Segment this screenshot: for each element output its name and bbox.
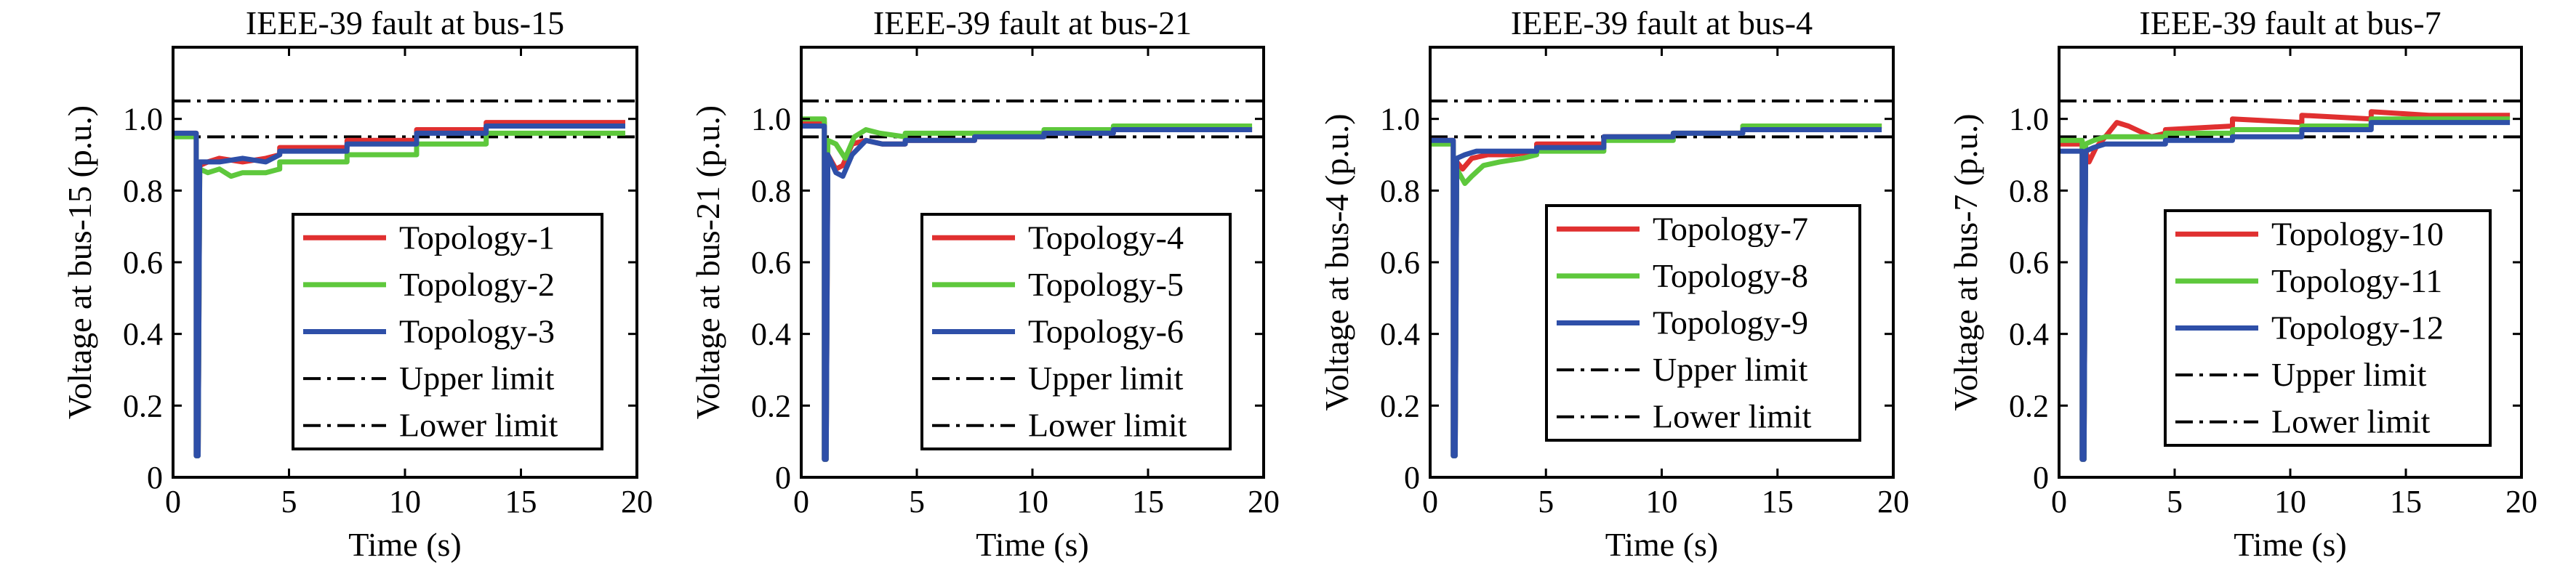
- x-tick-label: 15: [2390, 484, 2422, 519]
- x-tick-label: 10: [1646, 484, 1678, 519]
- y-tick-label: 0.8: [1380, 173, 1420, 208]
- x-tick-label: 20: [621, 484, 653, 519]
- chart-title: IEEE-39 fault at bus-15: [246, 4, 564, 41]
- x-tick-label: 5: [1538, 484, 1554, 519]
- legend: Topology-10 Topology-11 Topology-12 Upper l…: [2164, 209, 2492, 447]
- legend-label: Topology-4: [1028, 219, 1184, 256]
- x-tick-label: 20: [1877, 484, 1909, 519]
- x-tick-label: 5: [909, 484, 925, 519]
- y-tick-label: 0.2: [2009, 388, 2049, 424]
- legend-label: Topology-8: [1653, 257, 1808, 294]
- series-line-topology-9: [1430, 127, 1882, 458]
- y-tick-label: 0: [775, 460, 791, 495]
- legend-label: Lower limit: [1028, 407, 1187, 444]
- y-tick-label: 0.4: [751, 317, 791, 352]
- y-axis-label: Voltage at bus-7 (p.u.): [1947, 113, 1984, 410]
- x-tick-label: 10: [1016, 484, 1048, 519]
- legend-label: Upper limit: [1028, 360, 1184, 397]
- x-axis-label: Time (s): [348, 526, 462, 563]
- series-line-topology-3: [173, 123, 625, 458]
- legend-label: Topology-5: [1028, 266, 1184, 303]
- chart-panel-4: IEEE-39 fault at bus-7 0 5 10 15 20 0 0.2 0.4 0.6…: [1947, 4, 2537, 563]
- y-tick-label: 0.6: [2009, 245, 2049, 280]
- y-axis-label: Voltage at bus-4 (p.u.): [1318, 113, 1355, 410]
- legend-label: Topology-10: [2271, 215, 2444, 252]
- legend: Topology-7 Topology-8 Topology-9 Upper limi…: [1545, 204, 1861, 442]
- legend-label: Upper limit: [1653, 351, 1808, 388]
- legend-label: Lower limit: [399, 407, 558, 444]
- y-tick-label: 0.6: [123, 245, 163, 280]
- legend-label: Topology-12: [2271, 309, 2444, 347]
- x-tick-label: 5: [281, 484, 297, 519]
- legend-label: Lower limit: [1653, 398, 1812, 435]
- x-tick-label: 20: [1248, 484, 1280, 519]
- legend-label: Topology-3: [399, 313, 555, 350]
- y-tick-label: 0.2: [751, 388, 791, 424]
- legend-label: Lower limit: [2271, 403, 2431, 440]
- x-tick-label: 0: [1422, 484, 1438, 519]
- y-tick-label: 0.8: [2009, 173, 2049, 208]
- x-tick-label: 15: [1132, 484, 1164, 519]
- y-tick-label: 0.2: [1380, 388, 1420, 424]
- x-tick-label: 15: [505, 484, 537, 519]
- chart-panel-2: IEEE-39 fault at bus-21 0 5 10 15 20 0 0.2 0.4 0.…: [689, 4, 1280, 563]
- x-tick-label: 0: [793, 484, 809, 519]
- y-tick-label: 1.0: [2009, 102, 2049, 137]
- y-tick-label: 1.0: [1380, 102, 1420, 137]
- y-tick-label: 0.6: [1380, 245, 1420, 280]
- y-tick-label: 1.0: [751, 102, 791, 137]
- legend-label: Topology-11: [2271, 262, 2442, 299]
- y-tick-label: 0: [2033, 460, 2049, 495]
- y-tick-label: 0.6: [751, 245, 791, 280]
- x-tick-label: 10: [389, 484, 421, 519]
- legend-label: Topology-9: [1653, 304, 1808, 341]
- y-tick-label: 0.2: [123, 388, 163, 424]
- legend-label: Topology-2: [399, 266, 555, 303]
- x-axis-label: Time (s): [1605, 526, 1719, 563]
- chart-title: IEEE-39 fault at bus-7: [2139, 4, 2441, 41]
- x-tick-label: 0: [2051, 484, 2067, 519]
- series-line-topology-12: [2059, 120, 2511, 462]
- legend-label: Upper limit: [2271, 356, 2427, 393]
- y-tick-label: 0.4: [1380, 317, 1420, 352]
- y-tick-label: 0.4: [2009, 317, 2049, 352]
- legend-label: Topology-7: [1653, 210, 1808, 247]
- y-tick-label: 0.8: [123, 173, 163, 208]
- legend-label: Topology-6: [1028, 313, 1184, 350]
- chart-panel-1: IEEE-39 fault at bus-15 0 5 10 15 20 0 0.2 0.4 0.…: [61, 4, 653, 563]
- legend-label: Upper limit: [399, 360, 555, 397]
- x-tick-label: 10: [2274, 484, 2306, 519]
- y-tick-label: 0.4: [123, 317, 163, 352]
- chart-title: IEEE-39 fault at bus-4: [1511, 4, 1813, 41]
- y-tick-label: 0: [1404, 460, 1420, 495]
- y-tick-label: 0: [147, 460, 163, 495]
- chart-title: IEEE-39 fault at bus-21: [873, 4, 1192, 41]
- series-line-topology-6: [801, 123, 1253, 462]
- y-axis-label: Voltage at bus-21 (p.u.): [689, 105, 726, 419]
- legend: Topology-1 Topology-2 Topology-3 Upper limi…: [292, 213, 603, 450]
- x-tick-label: 20: [2505, 484, 2537, 519]
- chart-panel-3: IEEE-39 fault at bus-4 0 5 10 15 20 0 0.2 0.4 0.6…: [1318, 4, 1909, 563]
- x-tick-label: 5: [2167, 484, 2183, 519]
- x-tick-label: 15: [1762, 484, 1794, 519]
- x-axis-label: Time (s): [976, 526, 1089, 563]
- y-tick-label: 1.0: [123, 102, 163, 137]
- legend-label: Topology-1: [399, 219, 555, 256]
- y-tick-label: 0.8: [751, 173, 791, 208]
- x-tick-label: 0: [165, 484, 181, 519]
- legend: Topology-4 Topology-5 Topology-6 Upper limi…: [920, 213, 1232, 450]
- y-axis-label: Voltage at bus-15 (p.u.): [61, 105, 98, 419]
- x-axis-label: Time (s): [2234, 526, 2347, 563]
